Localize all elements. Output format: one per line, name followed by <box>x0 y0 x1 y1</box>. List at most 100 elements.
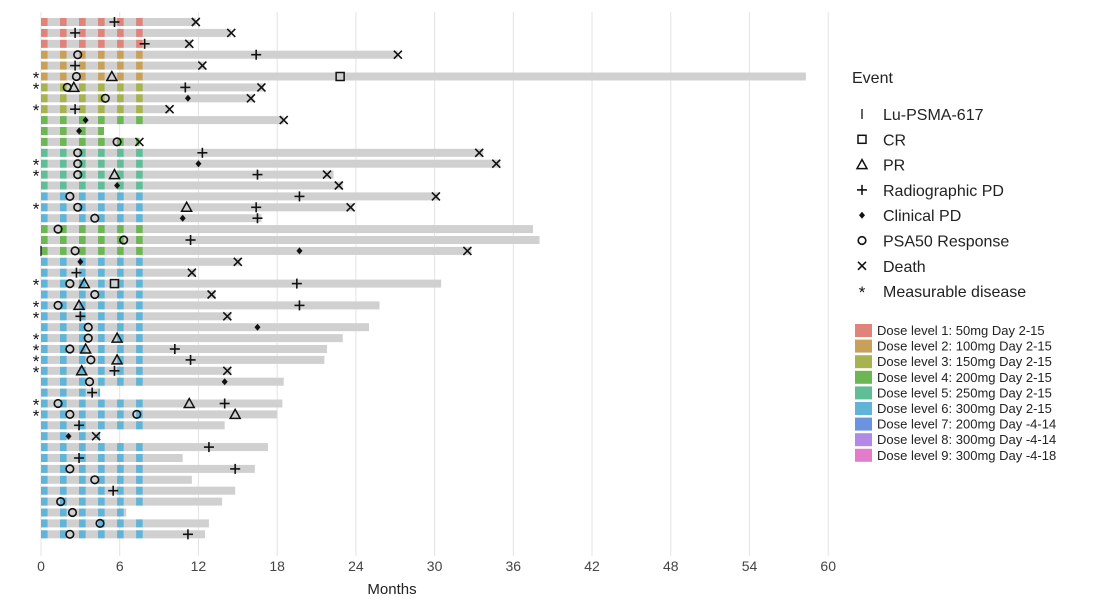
legend-dose-level: Dose level 2: 100mg Day 2-15 <box>855 339 1052 354</box>
dose-label: Dose level 5: 250mg Day 2-15 <box>877 385 1052 400</box>
death-marker <box>187 268 197 278</box>
marker-stroke <box>491 159 501 169</box>
dose-segment <box>41 83 48 92</box>
psa50-response-marker <box>65 279 75 289</box>
dose-segment <box>136 192 143 201</box>
legend-dose-level: Dose level 5: 250mg Day 2-15 <box>855 385 1052 400</box>
dose-segment <box>79 410 86 419</box>
dose-segment <box>41 39 48 48</box>
measurable-disease-marker: * <box>33 297 40 316</box>
patient-bar <box>41 355 325 364</box>
dose-segment <box>136 83 143 92</box>
dose-swatch <box>855 355 872 369</box>
dose-segment <box>98 105 105 114</box>
dose-swatch <box>855 402 872 415</box>
dose-segment <box>60 61 67 70</box>
x-tick-label: 6 <box>116 558 124 574</box>
dose-segment <box>79 236 86 244</box>
dose-segment <box>79 464 86 473</box>
patient-row: * <box>33 396 283 415</box>
dose-segment <box>41 443 48 452</box>
psa50-response-marker <box>100 93 110 103</box>
radiographic-pd-marker <box>169 344 180 354</box>
dose-segment <box>98 464 105 473</box>
x-tick-label: 0 <box>37 558 45 574</box>
dose-segment <box>41 312 48 321</box>
clinical-pd-marker <box>77 258 84 266</box>
legend-event-psa: PSA50 Response <box>857 234 1009 251</box>
dose-segment <box>117 410 124 419</box>
death-marker <box>226 28 236 38</box>
dose-segment <box>79 268 86 277</box>
dose-segment <box>60 366 67 375</box>
dose-segment <box>98 421 105 430</box>
dose-swatch <box>855 448 872 462</box>
dose-segment <box>41 170 48 179</box>
legend-dose-level: Dose level 6: 300mg Day 2-15 <box>855 401 1052 416</box>
death-marker <box>857 261 867 271</box>
dose-segment <box>79 399 86 408</box>
dose-segment <box>79 192 86 201</box>
dose-segment <box>98 323 105 332</box>
measurable-disease-marker: * <box>33 352 40 371</box>
death-marker <box>134 137 144 147</box>
dose-segment <box>117 192 124 201</box>
pr-marker <box>67 80 81 93</box>
dose-segment <box>79 355 86 364</box>
dose-segment <box>117 366 124 375</box>
marker-stroke <box>322 170 332 180</box>
dose-segment <box>98 246 105 255</box>
pr-marker <box>72 298 86 311</box>
patient-row: * <box>33 406 278 425</box>
dose-segment <box>117 312 124 321</box>
psa50-response-marker <box>86 355 96 365</box>
patient-bar <box>41 127 104 135</box>
dose-segment <box>60 355 67 364</box>
dose-segment <box>98 28 105 37</box>
dose-label: Dose level 4: 200mg Day 2-15 <box>877 370 1052 385</box>
dose-segment <box>79 530 86 539</box>
dose-segment <box>98 377 105 386</box>
radiographic-pd-marker <box>108 485 119 496</box>
dose-label: Dose level 6: 300mg Day 2-15 <box>877 401 1052 416</box>
patient-row <box>41 267 197 278</box>
patient-bar <box>41 159 501 168</box>
dose-segment <box>136 301 143 310</box>
patient-bar <box>41 50 398 59</box>
dose-segment <box>60 203 67 212</box>
patient-bar <box>41 323 369 332</box>
x-tick-label: 42 <box>584 558 600 574</box>
radiographic-pd-marker <box>180 82 191 93</box>
dose-segment <box>98 50 105 59</box>
patient-row <box>41 180 344 191</box>
radiographic-pd-marker <box>294 300 305 311</box>
psa50-response-marker <box>65 344 75 354</box>
dose-segment <box>136 203 143 212</box>
dose-segment <box>41 225 48 234</box>
dose-segment <box>41 290 48 299</box>
dose-segment <box>117 18 124 26</box>
death-marker <box>279 115 289 125</box>
dose-segment <box>136 377 143 386</box>
psa50-response-marker <box>67 507 78 518</box>
dose-segment <box>117 116 124 125</box>
patient-row <box>41 529 205 540</box>
dose-segment <box>79 366 86 375</box>
dose-segment <box>117 257 124 266</box>
dose-segment <box>117 443 124 452</box>
patient-bar <box>41 290 216 299</box>
patient-bar <box>41 181 343 190</box>
patient-row: * <box>33 276 442 295</box>
dose-segment <box>98 290 105 299</box>
dose-segment <box>117 50 124 59</box>
dose-segment <box>79 475 86 484</box>
patient-row: * <box>33 167 334 186</box>
psa50-response-marker <box>65 529 75 539</box>
dose-segment <box>98 497 105 506</box>
marker-stroke <box>222 366 232 376</box>
psa50-response-marker <box>73 170 83 180</box>
dose-segment <box>136 443 143 452</box>
marker-stroke <box>134 137 144 147</box>
dose-segment <box>136 72 143 81</box>
patient-row <box>41 420 225 431</box>
